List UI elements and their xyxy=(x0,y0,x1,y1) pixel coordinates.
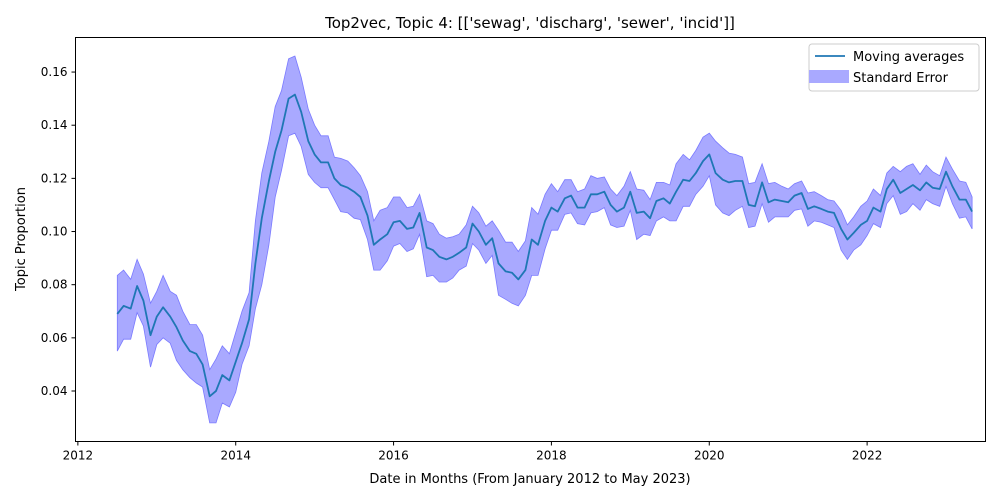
x-tick-label: 2012 xyxy=(63,449,94,463)
y-tick-label: 0.16 xyxy=(41,65,68,79)
y-tick-label: 0.14 xyxy=(41,118,68,132)
x-axis-label: Date in Months (From January 2012 to May… xyxy=(369,472,690,487)
legend-label-moving-averages: Moving averages xyxy=(853,50,964,65)
legend-label-standard-error: Standard Error xyxy=(853,71,949,86)
legend-box xyxy=(808,43,980,92)
standard-error-band-layer xyxy=(116,55,973,424)
y-tick-label: 0.10 xyxy=(41,225,68,239)
y-tick-label: 0.08 xyxy=(41,278,68,292)
legend-band-swatch xyxy=(809,70,849,83)
y-axis-ticks: 0.04 0.06 0.08 0.10 0.12 0.14 0.16 xyxy=(41,65,76,398)
y-tick-label: 0.04 xyxy=(41,384,68,398)
x-tick-label: 2020 xyxy=(694,449,725,463)
x-tick-label: 2016 xyxy=(378,449,409,463)
moving-average-line xyxy=(116,93,973,398)
legend: Moving averages Standard Error xyxy=(808,43,980,92)
y-axis-label: Topic Proportion xyxy=(14,187,29,292)
standard-error-band xyxy=(116,55,973,424)
x-axis-ticks: 2012 2014 2016 2018 2020 2022 xyxy=(63,441,883,463)
x-tick-label: 2018 xyxy=(536,449,567,463)
y-tick-label: 0.12 xyxy=(41,171,68,185)
x-tick-label: 2014 xyxy=(220,449,251,463)
chart-title: Top2vec, Topic 4: [['sewag', 'discharg',… xyxy=(324,14,735,32)
plot-frame xyxy=(75,37,986,442)
moving-average-line-layer xyxy=(116,93,973,398)
y-tick-label: 0.06 xyxy=(41,331,68,345)
x-tick-label: 2022 xyxy=(852,449,883,463)
